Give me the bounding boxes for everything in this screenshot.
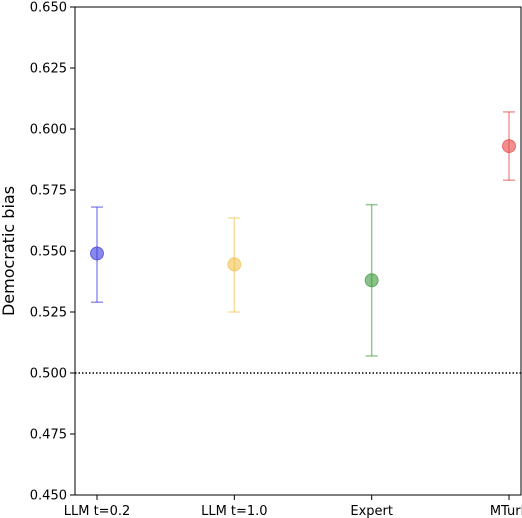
data-point (364, 273, 379, 288)
x-tick-label: MTurk (490, 504, 522, 518)
y-tick-label: 0.525 (30, 306, 67, 321)
x-tick-label: LLM t=0.2 (64, 504, 131, 518)
y-axis-label: Democratic bias (0, 186, 18, 316)
y-tick-label: 0.475 (30, 428, 67, 443)
data-point (90, 246, 104, 261)
y-tick-label: 0.450 (30, 489, 67, 504)
x-tick-label: LLM t=1.0 (201, 504, 268, 518)
y-tick-label: 0.625 (30, 62, 67, 77)
x-tick-label: Expert (350, 504, 393, 518)
y-tick-label: 0.550 (30, 245, 67, 260)
data-point (502, 139, 516, 154)
y-tick-label: 0.600 (30, 123, 67, 138)
y-tick-label: 0.500 (30, 367, 67, 382)
data-point (227, 257, 242, 272)
plot-frame (74, 6, 522, 496)
y-tick-label: 0.650 (30, 1, 67, 16)
y-tick-label: 0.575 (30, 184, 67, 199)
